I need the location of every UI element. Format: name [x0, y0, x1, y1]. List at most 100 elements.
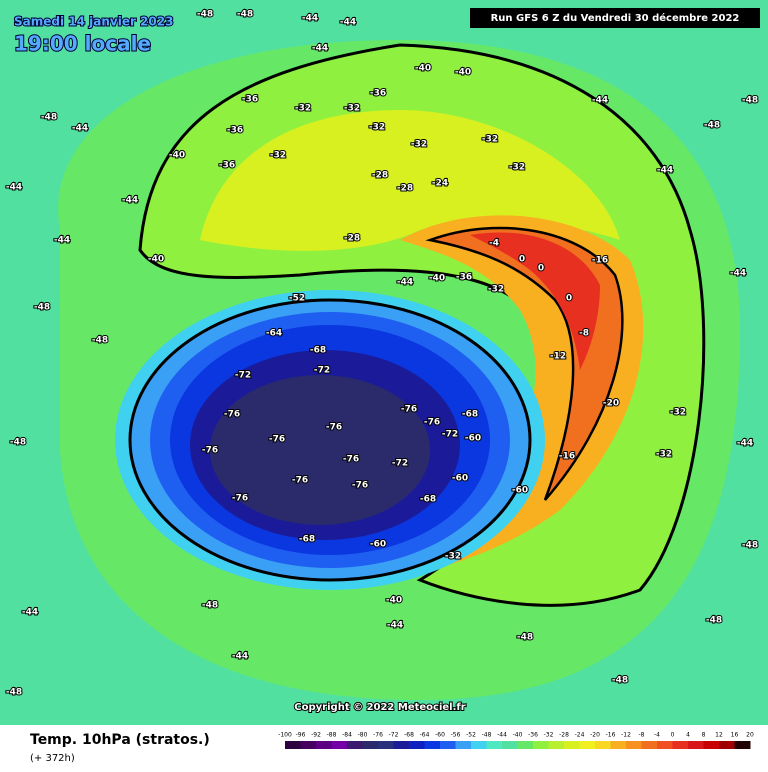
contour-label: -76	[202, 446, 218, 456]
colorbar-swatch	[641, 741, 658, 749]
colorbar-swatch	[409, 741, 425, 749]
colorbar-tick-label: -28	[559, 732, 569, 739]
contour-label: -48	[742, 541, 758, 551]
contour-label: -76	[224, 410, 240, 420]
contour-label: -44	[72, 124, 88, 134]
contour-label: -12	[550, 352, 566, 362]
contour-label: -76	[292, 476, 308, 486]
colorbar-tick-label: -96	[296, 732, 306, 739]
contour-label: -44	[340, 18, 356, 28]
contour-label: -76	[269, 435, 285, 445]
copyright: Copyright © 2022 Meteociel.fr	[294, 702, 465, 713]
colorbar-swatch	[626, 741, 642, 749]
colorbar-tick-label: -20	[590, 732, 600, 739]
colorbar-tick-label: -84	[342, 732, 352, 739]
colorbar: -100 -96 -92 -88 -84 -80 -76 -72 -68 -64 -60 -56 -52…	[278, 732, 754, 749]
contour-label: -68	[462, 410, 478, 420]
contour-label: -44	[22, 608, 38, 618]
colorbar-tick-label: 20	[746, 732, 754, 739]
colorbar-tick-label: -44	[497, 732, 507, 739]
contour-label: -44	[657, 166, 673, 176]
contour-label: -48	[612, 676, 628, 686]
contour-label: -76	[326, 423, 342, 433]
contour-label: -76	[232, 494, 248, 504]
colorbar-tick-label: -88	[327, 732, 337, 739]
contour-label: -8	[579, 329, 589, 339]
colorbar-swatch	[424, 741, 441, 749]
contour-label: -32	[656, 450, 672, 460]
contour-label: -40	[415, 64, 431, 74]
colorbar-swatch	[471, 741, 487, 749]
colorbar-swatch	[610, 741, 627, 749]
contour-label: -60	[370, 540, 386, 550]
colorbar-tick-label: -68	[404, 732, 414, 739]
colorbar-tick-label: -72	[389, 732, 399, 739]
contour-label: 0	[519, 255, 525, 265]
contour-label: -72	[442, 430, 458, 440]
contour-label: -32	[270, 151, 286, 161]
contour-label: -48	[704, 121, 720, 131]
colorbar-swatch	[533, 741, 549, 749]
contour-label: -32	[482, 135, 498, 145]
contour-label: -60	[512, 486, 528, 496]
colorbar-swatch	[548, 741, 565, 749]
contour-label: -60	[452, 474, 468, 484]
contour-label: -68	[420, 495, 436, 505]
colorbar-tick-label: 0	[671, 732, 675, 739]
colorbar-tick-label: -100	[278, 732, 292, 739]
colorbar-tick-label: -92	[311, 732, 321, 739]
colorbar-swatch	[455, 741, 472, 749]
field-title: Temp. 10hPa (stratos.)	[30, 732, 210, 748]
contour-label: -16	[592, 256, 608, 266]
contour-label: -40	[148, 255, 164, 265]
colorbar-tick-label: -60	[435, 732, 445, 739]
colorbar-tick-label: -48	[482, 732, 492, 739]
region-28	[200, 110, 620, 251]
valid-time: 19:00 locale	[14, 32, 151, 56]
colorbar-swatch	[362, 741, 379, 749]
contour-label: -72	[235, 371, 251, 381]
colorbar-tick-label: 4	[686, 732, 690, 739]
contour-label: -44	[54, 236, 70, 246]
contour-label: -48	[10, 438, 26, 448]
contour-label: -64	[266, 329, 282, 339]
colorbar-tick-label: -24	[575, 732, 585, 739]
contour-label: -76	[352, 481, 368, 491]
contour-label: -36	[370, 89, 386, 99]
contour-label: -68	[299, 535, 315, 545]
contour-label: -48	[41, 113, 57, 123]
contour-label: -40	[386, 596, 402, 606]
contour-label: -36	[219, 161, 235, 171]
contour-label: -72	[392, 459, 408, 469]
colorbar-tick-label: -8	[639, 732, 645, 739]
colorbar-swatch	[703, 741, 720, 749]
contour-label: -24	[432, 179, 448, 189]
contour-label: -60	[465, 434, 481, 444]
contour-label: -48	[34, 303, 50, 313]
colorbar-tick-label: -12	[621, 732, 631, 739]
contour-label: -32	[344, 104, 360, 114]
contour-label: -16	[559, 452, 575, 462]
colorbar-swatch	[393, 741, 410, 749]
contour-label: -44	[730, 269, 746, 279]
contour-label: -44	[6, 183, 22, 193]
colorbar-swatch	[347, 741, 363, 749]
contour-label: -44	[592, 96, 608, 106]
contour-label: -32	[445, 552, 461, 562]
contour-label: -28	[344, 234, 360, 244]
contour-label: -48	[742, 96, 758, 106]
contour-label: -48	[92, 336, 108, 346]
lead-time: (+ 372h)	[30, 753, 75, 764]
contour-labels: -48 -48 -44 -44-44-40 -40-36-36-32 -32-32-32-…	[5, 9, 759, 699]
run-info: Run GFS 6 Z du Vendredi 30 décembre 2022	[491, 12, 740, 24]
contour-label: -44	[387, 621, 403, 631]
contour-label: -68	[310, 346, 326, 356]
colorbar-swatch	[331, 741, 348, 749]
contour-label: -32	[488, 285, 504, 295]
contour-label: -32	[369, 123, 385, 133]
contour-label: -20	[603, 399, 619, 409]
colorbar-swatch	[579, 741, 596, 749]
contour-label: -44	[122, 196, 138, 206]
colorbar-tick-label: -76	[373, 732, 383, 739]
contour-label: -76	[343, 455, 359, 465]
